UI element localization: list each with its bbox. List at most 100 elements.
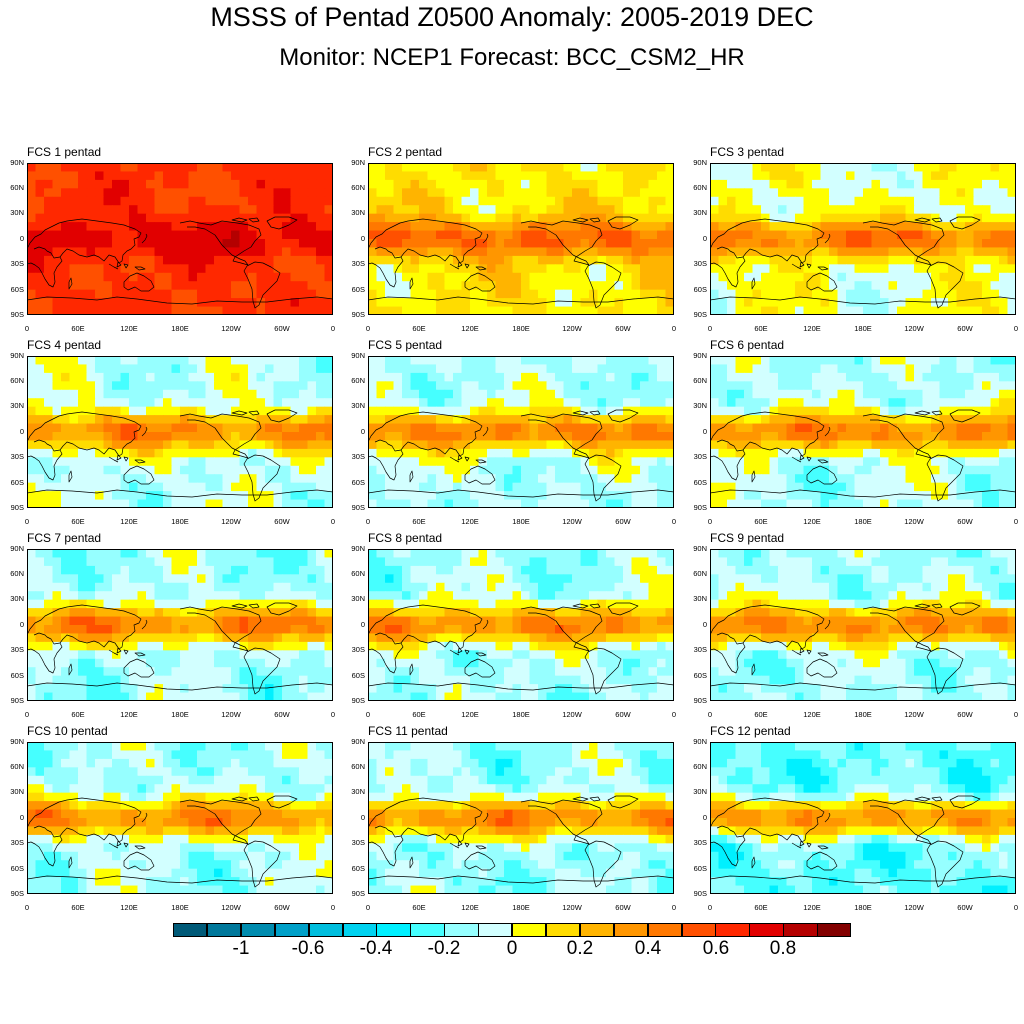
skill-cell	[265, 415, 275, 425]
skill-cell	[956, 406, 966, 416]
skill-cell	[376, 574, 386, 584]
lat-tick-label: 90S	[10, 503, 24, 512]
skill-cell	[529, 608, 539, 618]
skill-cell	[478, 474, 488, 484]
skill-cell	[470, 306, 480, 315]
skill-cell	[803, 289, 813, 299]
skill-cell	[52, 692, 62, 701]
skill-cell	[504, 306, 514, 315]
skill-cell	[572, 239, 582, 249]
skill-cell	[44, 448, 54, 458]
skill-cell	[863, 306, 873, 315]
skill-cell	[188, 239, 198, 249]
skill-cell	[197, 406, 207, 416]
skill-cell	[837, 171, 847, 181]
skill-cell	[78, 222, 88, 232]
skill-cell	[410, 179, 420, 189]
skill-cell	[214, 406, 224, 416]
skill-cell	[453, 389, 463, 399]
skill-cell	[376, 264, 386, 274]
skill-cell	[761, 423, 771, 433]
skill-cell	[453, 222, 463, 232]
skill-cell	[846, 457, 856, 467]
skill-cell	[982, 474, 992, 484]
lat-tick-label: 90N	[693, 158, 707, 167]
skill-cell	[453, 196, 463, 206]
skill-cell	[589, 264, 599, 274]
skill-cell	[786, 406, 796, 416]
skill-cell	[163, 608, 173, 618]
skill-cell	[897, 289, 907, 299]
skill-cell	[61, 457, 71, 467]
skill-cell	[597, 205, 607, 215]
skill-cell	[273, 608, 283, 618]
skill-cell	[529, 163, 539, 173]
skill-cell	[786, 247, 796, 257]
skill-cell	[137, 667, 147, 677]
skill-cell	[795, 398, 805, 408]
skill-cell	[786, 179, 796, 189]
skill-cell	[44, 372, 54, 382]
skill-cell	[27, 264, 37, 274]
skill-cell	[231, 491, 241, 501]
skill-cell	[265, 574, 275, 584]
skill-cell	[470, 616, 480, 626]
skill-cell	[402, 389, 412, 399]
skill-cell	[614, 264, 624, 274]
skill-cell	[154, 264, 164, 274]
skill-cell	[402, 616, 412, 626]
skill-cell	[129, 684, 139, 694]
skill-cell	[744, 381, 754, 391]
skill-cell	[769, 398, 779, 408]
skill-cell	[171, 608, 181, 618]
skill-cell	[897, 247, 907, 257]
skill-cell	[487, 440, 497, 450]
skill-cell	[854, 247, 864, 257]
skill-cell	[563, 491, 573, 501]
skill-cell	[657, 591, 667, 601]
skill-cell	[939, 499, 949, 508]
lon-tick-label: 120W	[221, 710, 241, 719]
skill-cell	[112, 298, 122, 308]
skill-cell	[27, 457, 37, 467]
skill-cell	[744, 281, 754, 291]
skill-cell	[931, 406, 941, 416]
skill-cell	[180, 222, 190, 232]
skill-cell	[324, 298, 333, 308]
skill-cell	[385, 432, 395, 442]
skill-cell	[614, 608, 624, 618]
skill-cell	[273, 692, 283, 701]
skill-cell	[470, 222, 480, 232]
skill-cell	[803, 440, 813, 450]
skill-cell	[453, 574, 463, 584]
skill-cell	[795, 448, 805, 458]
skill-cell	[546, 398, 556, 408]
skill-cell	[640, 179, 650, 189]
skill-cell	[120, 557, 130, 567]
skill-cell	[735, 372, 745, 382]
skill-cell	[86, 356, 96, 366]
skill-cell	[529, 557, 539, 567]
skill-cell	[744, 163, 754, 173]
skill-cell	[778, 440, 788, 450]
skill-cell	[812, 364, 822, 374]
skill-cell	[427, 474, 437, 484]
skill-cell	[290, 230, 300, 240]
skill-cell	[171, 474, 181, 484]
skill-cell	[146, 356, 156, 366]
skill-cell	[188, 230, 198, 240]
skill-cell	[487, 171, 497, 181]
skill-cell	[572, 163, 582, 173]
skill-cell	[35, 406, 45, 416]
skill-cell	[61, 272, 71, 282]
skill-cell	[273, 415, 283, 425]
skill-cell	[402, 574, 412, 584]
lon-tick-label: 0	[330, 517, 336, 526]
skill-cell	[846, 448, 856, 458]
skill-cell	[829, 398, 839, 408]
skill-cell	[316, 415, 326, 425]
lon-tick-label: 120E	[461, 517, 479, 526]
skill-cell	[614, 406, 624, 416]
skill-cell	[129, 591, 139, 601]
skill-cell	[146, 432, 156, 442]
